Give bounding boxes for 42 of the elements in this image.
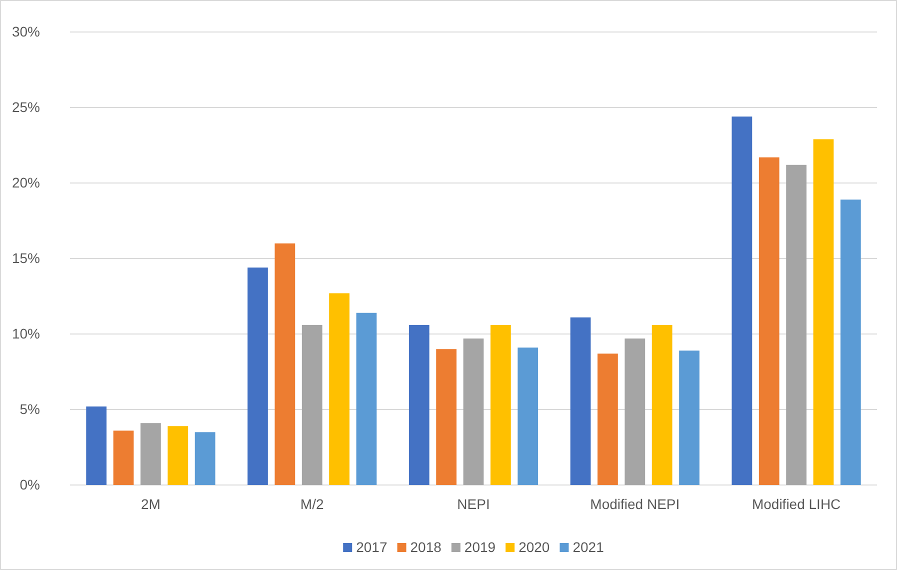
bar xyxy=(518,348,538,485)
legend-label: 2019 xyxy=(464,539,496,555)
x-tick-label: Modified NEPI xyxy=(590,496,680,512)
bar xyxy=(840,200,861,485)
bar xyxy=(624,338,646,485)
y-tick-label: 10% xyxy=(12,325,40,342)
y-tick-label: 0% xyxy=(20,476,40,492)
bar xyxy=(168,426,188,485)
bar xyxy=(436,349,457,485)
x-tick-label: Modified LIHC xyxy=(752,496,841,512)
x-tick-label: M/2 xyxy=(300,496,324,512)
bar xyxy=(140,423,161,485)
y-tick-label: 25% xyxy=(12,98,40,115)
bar xyxy=(732,116,752,485)
legend-label: 2018 xyxy=(410,539,442,555)
legend-label: 2020 xyxy=(518,539,550,555)
bar xyxy=(356,312,377,485)
bar xyxy=(408,324,430,485)
legend-label: 2021 xyxy=(572,539,604,555)
bar xyxy=(758,157,780,485)
x-tick-label: NEPI xyxy=(457,496,490,512)
bar xyxy=(194,432,216,485)
y-tick-label: 15% xyxy=(12,250,40,266)
y-tick-label: 20% xyxy=(12,174,40,190)
bar xyxy=(570,317,591,485)
bar xyxy=(598,354,618,485)
y-tick-label: 30% xyxy=(12,23,40,40)
bar xyxy=(302,324,322,485)
bar xyxy=(786,164,806,485)
bar xyxy=(679,350,700,485)
bar xyxy=(490,324,511,485)
bar xyxy=(652,324,672,485)
legend-label: 2017 xyxy=(356,539,388,555)
bar xyxy=(86,406,107,485)
bar xyxy=(329,293,350,485)
y-tick-label: 5% xyxy=(20,400,40,417)
x-tick-label: 2M xyxy=(140,496,160,512)
bar xyxy=(813,139,834,485)
bar xyxy=(274,243,296,485)
bar xyxy=(463,338,484,485)
bar xyxy=(248,268,268,485)
bar xyxy=(113,430,134,485)
